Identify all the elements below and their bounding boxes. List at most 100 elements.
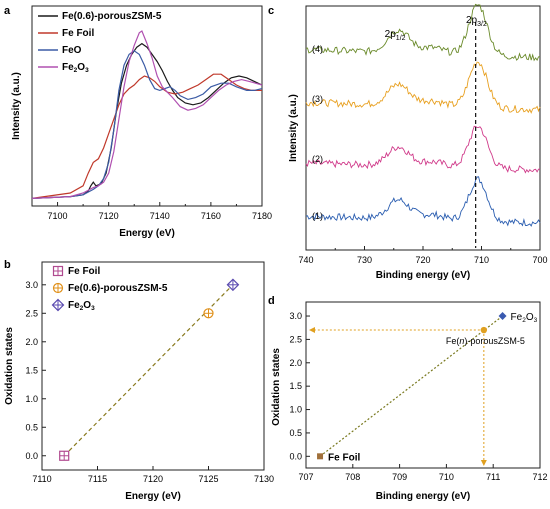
panel-b-xtick-label: 7110 bbox=[32, 474, 51, 484]
panel-b-legend-label: Fe Foil bbox=[68, 266, 100, 277]
panel-c-xtick-label: 720 bbox=[415, 255, 430, 265]
panel-b-xticks: 7110 7115 7120 7125 7130 bbox=[32, 466, 274, 484]
panel-d-xlabel: Binding energy (eV) bbox=[376, 491, 470, 502]
panel-d-point-1 bbox=[480, 326, 488, 334]
panel-a-ylabel: Intensity (a.u.) bbox=[11, 72, 22, 140]
panel-c-series bbox=[305, 3, 541, 227]
panel-c-ylabel: Intensity (a.u.) bbox=[288, 94, 299, 162]
panel-b: 7110 7115 7120 7125 7130 0.0 0.5 1.0 1.5 2.0 2.5 3… bbox=[4, 261, 274, 502]
panel-b-fit-line bbox=[63, 284, 234, 457]
panel-b-legend-marker bbox=[52, 282, 64, 294]
panel-d-frame bbox=[305, 301, 541, 469]
panel-d-label-fe-n: Fe(n)-porousZSM-5 bbox=[446, 336, 525, 346]
panel-d-yticks: 0.0 0.5 1.0 1.5 2.0 2.5 3.0 bbox=[289, 311, 310, 461]
panel-b-xlabel: Energy (eV) bbox=[125, 491, 181, 502]
panel-a-xtick-label: 7100 bbox=[48, 211, 68, 221]
panel-a-xtick-label: 7160 bbox=[201, 211, 221, 221]
panel-a-legend-label: FeO bbox=[62, 45, 82, 56]
panel-d-xtick-label: 711 bbox=[486, 472, 500, 482]
panel-b-ytick-label: 1.5 bbox=[25, 365, 38, 375]
panel-c-xtick-label: 710 bbox=[474, 255, 489, 265]
panel-d-lines bbox=[309, 315, 503, 466]
panel-a-xticks: 7100 7120 7140 7160 7180 bbox=[31, 202, 272, 221]
panel-c-labels: (1) (2) (3) (4) bbox=[312, 44, 323, 221]
panel-c-peak-labels: 2p1/2 2p3/2 bbox=[385, 15, 487, 42]
panel-b-legend-label: Fe(0.6)-porousZSM-5 bbox=[68, 283, 168, 294]
panel-b-xtick-label: 7130 bbox=[254, 474, 274, 484]
panel-b-xtick-label: 7120 bbox=[143, 474, 163, 484]
panel-c-curve-label: (3) bbox=[312, 94, 323, 104]
panel-b-ytick-label: 0.0 bbox=[25, 451, 38, 461]
panel-a-legend-label: Fe(0.6)-porousZSM-5 bbox=[62, 11, 162, 22]
panel-a-frame bbox=[31, 5, 263, 207]
panel-d-label-fe2o3: Fe2O3 bbox=[511, 312, 538, 324]
panel-a-series bbox=[31, 30, 263, 199]
panel-b-point-2 bbox=[226, 278, 240, 292]
panel-d-xtick-label: 712 bbox=[532, 472, 547, 482]
panel-a-series-line-3 bbox=[31, 30, 263, 199]
panel-d-xtick-label: 708 bbox=[345, 472, 360, 482]
panel-c-spectrum-1 bbox=[305, 125, 541, 174]
panel-b-ytick-label: 2.5 bbox=[25, 308, 38, 318]
panel-a-xtick-label: 7140 bbox=[150, 211, 170, 221]
panel-c-xtick-label: 740 bbox=[298, 255, 313, 265]
panel-d-point-0 bbox=[317, 453, 324, 460]
panel-d-label-fe-foil: Fe Foil bbox=[328, 452, 360, 463]
panel-c-curve-label: (4) bbox=[312, 44, 323, 54]
panel-c: 740 730 720 710 700 Binding energy (eV) Inte… bbox=[288, 3, 548, 281]
panel-b-yticks: 0.0 0.5 1.0 1.5 2.0 2.5 3.0 bbox=[25, 280, 46, 461]
panel-letter-c: c bbox=[268, 5, 274, 17]
panel-b-legend-label: Fe2O3 bbox=[68, 300, 95, 312]
panel-b-legend: Fe Foil Fe(0.6)-porousZSM-5 Fe2O3 bbox=[51, 265, 168, 312]
panel-a-series-line-1 bbox=[31, 73, 262, 199]
panel-b-ytick-label: 1.0 bbox=[25, 394, 38, 404]
panel-d-ytick-label: 1.0 bbox=[289, 405, 302, 415]
panel-d-points: Fe Foil Fe(n)-porousZSM-5 Fe2O3 bbox=[317, 312, 538, 463]
panel-b-legend-marker bbox=[51, 298, 65, 312]
panel-b-points bbox=[59, 278, 240, 461]
panel-d-ytick-label: 2.0 bbox=[289, 358, 302, 368]
panel-d-ylabel: Oxidation states bbox=[271, 348, 282, 426]
panel-c-spectrum-3 bbox=[305, 3, 541, 62]
panel-c-peak-label: 2p1/2 bbox=[385, 29, 406, 42]
panel-d-ytick-label: 3.0 bbox=[289, 311, 302, 321]
panel-d-guide-arrow-left bbox=[309, 327, 315, 334]
panel-b-ytick-label: 0.5 bbox=[25, 422, 38, 432]
panel-c-xticks: 740 730 720 710 700 bbox=[298, 246, 548, 265]
panel-d-ytick-label: 2.5 bbox=[289, 334, 302, 344]
panel-letter-d: d bbox=[268, 295, 275, 307]
panel-c-curve-label: (2) bbox=[312, 154, 323, 164]
panel-b-legend-marker bbox=[52, 265, 64, 277]
panel-d-ytick-label: 0.5 bbox=[289, 428, 302, 438]
panel-b-ytick-label: 2.0 bbox=[25, 337, 38, 347]
panel-letter-a: a bbox=[4, 5, 11, 17]
panel-c-curve-label: (1) bbox=[312, 211, 323, 221]
panel-c-xlabel: Binding energy (eV) bbox=[376, 270, 470, 281]
panel-a-legend-label: Fe2O3 bbox=[62, 62, 89, 74]
panel-d-xtick-label: 709 bbox=[392, 472, 407, 482]
panel-d: 707 708 709 710 711 712 0.0 0.5 1.0 1.5 2.0 2.5 3.0… bbox=[271, 301, 548, 502]
panel-c-xtick-label: 730 bbox=[357, 255, 372, 265]
panel-c-xtick-label: 700 bbox=[532, 255, 547, 265]
panel-c-peak-label: 2p3/2 bbox=[466, 15, 487, 28]
panel-a-xtick-label: 7120 bbox=[99, 211, 119, 221]
panel-b-point-1 bbox=[203, 308, 214, 319]
panel-d-xtick-label: 707 bbox=[298, 472, 313, 482]
panel-a-legend: Fe(0.6)-porousZSM-5 Fe Foil FeO Fe2O3 bbox=[38, 11, 162, 74]
panel-letter-b: b bbox=[4, 259, 11, 271]
panel-d-guide-arrow-down bbox=[480, 460, 487, 466]
panel-d-xtick-label: 710 bbox=[439, 472, 454, 482]
panel-d-ytick-label: 1.5 bbox=[289, 381, 302, 391]
panel-a-xtick-label: 7180 bbox=[252, 211, 272, 221]
panel-b-xtick-label: 7115 bbox=[88, 474, 107, 484]
panel-b-xtick-label: 7125 bbox=[198, 474, 218, 484]
panel-b-ytick-label: 3.0 bbox=[25, 280, 38, 290]
panel-c-spectrum-2 bbox=[305, 61, 541, 114]
panel-a-xlabel: Energy (eV) bbox=[119, 228, 175, 239]
panel-d-xticks: 707 708 709 710 711 712 bbox=[298, 464, 548, 482]
panel-b-point-0 bbox=[59, 450, 70, 461]
panel-a-legend-label: Fe Foil bbox=[62, 28, 94, 39]
panel-d-point-2 bbox=[498, 312, 507, 321]
panel-a: 7100 7120 7140 7160 7180 Energy (eV) Intensi… bbox=[11, 5, 272, 239]
